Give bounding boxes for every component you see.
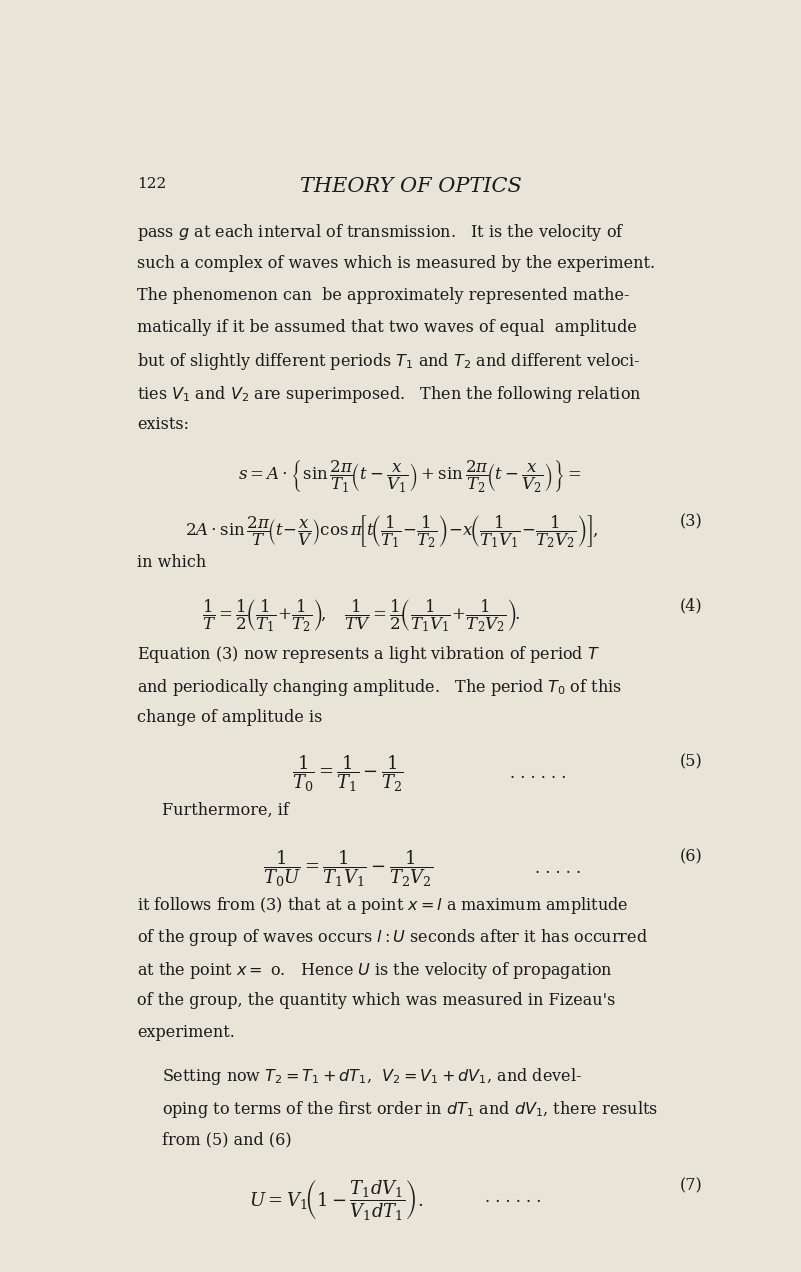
Text: experiment.: experiment. [138, 1024, 235, 1042]
Text: (6): (6) [679, 848, 702, 865]
Text: from (5) and (6): from (5) and (6) [162, 1131, 292, 1149]
Text: Equation (3) now represents a light vibration of period $T$: Equation (3) now represents a light vibr… [138, 645, 600, 665]
Text: $\dfrac{1}{T_0} = \dfrac{1}{T_1} - \dfrac{1}{T_2}$: $\dfrac{1}{T_0} = \dfrac{1}{T_1} - \dfra… [292, 753, 405, 794]
Text: and periodically changing amplitude.   The period $T_0$ of this: and periodically changing amplitude. The… [138, 677, 622, 697]
Text: of the group, the quantity which was measured in Fizeau's: of the group, the quantity which was mea… [138, 992, 616, 1009]
Text: (3): (3) [679, 513, 702, 530]
Text: (5): (5) [679, 753, 702, 770]
Text: matically if it be assumed that two waves of equal  amplitude: matically if it be assumed that two wave… [138, 319, 638, 336]
Text: of the group of waves occurs $l : U$ seconds after it has occurred: of the group of waves occurs $l : U$ sec… [138, 927, 648, 949]
Text: change of amplitude is: change of amplitude is [138, 709, 323, 726]
Text: The phenomenon can  be approximately represented mathe-: The phenomenon can be approximately repr… [138, 286, 630, 304]
Text: . . . . . .: . . . . . . [485, 1189, 541, 1206]
Text: Furthermore, if: Furthermore, if [162, 803, 289, 819]
Text: $U = V_1\!\left(1 - \dfrac{T_1 dV_1}{V_1 dT_1}\right).$: $U = V_1\!\left(1 - \dfrac{T_1 dV_1}{V_1… [249, 1177, 423, 1222]
Text: in which: in which [138, 555, 207, 571]
Text: such a complex of waves which is measured by the experiment.: such a complex of waves which is measure… [138, 254, 655, 271]
Text: $2A \cdot \sin\dfrac{2\pi}{T}\!\left(t\!-\!\dfrac{x}{V}\right)\cos\pi\!\left[t\!: $2A \cdot \sin\dfrac{2\pi}{T}\!\left(t\!… [185, 513, 598, 550]
Text: . . . . .: . . . . . [535, 860, 581, 876]
Text: it follows from (3) that at a point $x = l$ a maximum amplitude: it follows from (3) that at a point $x =… [138, 895, 629, 916]
Text: pass $g$ at each interval of transmission.   It is the velocity of: pass $g$ at each interval of transmissio… [138, 223, 625, 243]
Text: $\dfrac{1}{T_0 U} = \dfrac{1}{T_1 V_1} - \dfrac{1}{T_2 V_2}$: $\dfrac{1}{T_0 U} = \dfrac{1}{T_1 V_1} -… [264, 848, 433, 889]
Text: $s = A \cdot \left\{ \sin\dfrac{2\pi}{T_1}\!\left(t - \dfrac{x}{V_1}\right) + \s: $s = A \cdot \left\{ \sin\dfrac{2\pi}{T_… [239, 458, 582, 495]
Text: (4): (4) [680, 598, 702, 614]
Text: THEORY OF OPTICS: THEORY OF OPTICS [300, 177, 521, 196]
Text: 122: 122 [138, 177, 167, 191]
Text: at the point $x =$ o.   Hence $U$ is the velocity of propagation: at the point $x =$ o. Hence $U$ is the v… [138, 959, 613, 981]
Text: ties $V_1$ and $V_2$ are superimposed.   Then the following relation: ties $V_1$ and $V_2$ are superimposed. T… [138, 384, 642, 404]
Text: Setting now $T_2 = T_1 + dT_1$,  $V_2 = V_1 + dV_1$, and devel-: Setting now $T_2 = T_1 + dT_1$, $V_2 = V… [162, 1066, 582, 1088]
Text: exists:: exists: [138, 416, 189, 432]
Text: (7): (7) [679, 1177, 702, 1194]
Text: . . . . . .: . . . . . . [509, 764, 566, 782]
Text: $\dfrac{1}{T} = \dfrac{1}{2}\!\left(\dfrac{1}{T_1}\!+\!\dfrac{1}{T_2}\right)\!,\: $\dfrac{1}{T} = \dfrac{1}{2}\!\left(\dfr… [202, 598, 520, 635]
Text: oping to terms of the first order in $dT_1$ and $dV_1$, there results: oping to terms of the first order in $dT… [162, 1099, 658, 1119]
Text: but of slightly different periods $T_1$ and $T_2$ and different veloci-: but of slightly different periods $T_1$ … [138, 351, 641, 373]
